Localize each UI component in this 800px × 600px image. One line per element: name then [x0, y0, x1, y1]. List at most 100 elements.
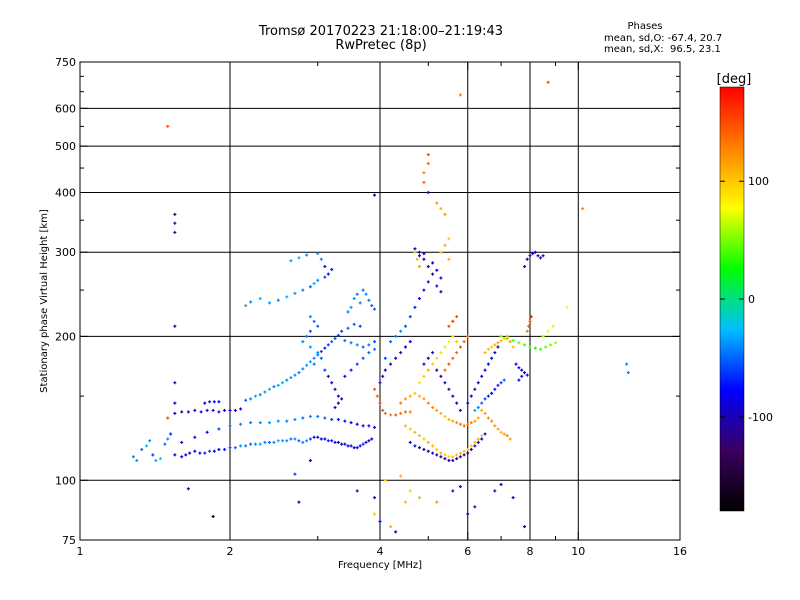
data-point — [316, 252, 320, 256]
data-point — [293, 472, 297, 476]
data-point — [381, 374, 385, 378]
data-point — [451, 334, 455, 338]
data-point — [413, 247, 417, 251]
data-point — [431, 451, 435, 455]
data-point — [551, 324, 555, 328]
data-point — [625, 362, 629, 366]
data-point — [493, 424, 497, 428]
data-point — [173, 453, 177, 457]
data-point — [527, 324, 531, 328]
data-point — [326, 374, 330, 378]
data-point — [486, 416, 490, 420]
data-point — [340, 442, 344, 446]
data-point — [443, 368, 447, 372]
data-point — [455, 340, 459, 344]
data-point — [301, 288, 305, 292]
data-point — [413, 444, 417, 448]
data-point — [305, 253, 309, 257]
data-point — [316, 351, 320, 355]
data-point — [458, 451, 462, 455]
data-point — [281, 381, 285, 385]
data-point — [502, 378, 506, 382]
data-point — [293, 373, 297, 377]
data-point — [435, 500, 439, 504]
data-point — [413, 430, 417, 434]
data-point — [383, 368, 387, 372]
data-point — [323, 416, 327, 420]
data-point — [389, 340, 393, 344]
data-point — [293, 291, 297, 295]
data-point — [520, 368, 524, 372]
data-point — [208, 400, 212, 404]
data-point — [493, 489, 497, 493]
data-point — [483, 432, 487, 436]
data-point — [212, 400, 216, 404]
data-point — [511, 496, 515, 500]
data-point — [422, 437, 426, 441]
data-point — [435, 356, 439, 360]
data-point — [308, 360, 312, 364]
data-point — [439, 276, 443, 280]
data-point — [496, 345, 500, 349]
data-point — [528, 254, 532, 258]
data-point — [188, 451, 192, 455]
data-point — [198, 451, 202, 455]
data-point — [431, 272, 435, 276]
data-point — [458, 93, 462, 97]
data-point — [520, 374, 524, 378]
data-point — [355, 422, 359, 426]
data-point — [473, 387, 477, 391]
data-point — [239, 422, 243, 426]
data-point — [217, 400, 221, 404]
data-point — [193, 408, 197, 412]
data-point — [458, 422, 462, 426]
data-point — [546, 329, 550, 333]
data-point — [228, 408, 232, 412]
data-point — [517, 366, 521, 370]
data-point — [330, 381, 334, 385]
data-point — [486, 347, 490, 351]
data-point — [455, 351, 459, 355]
data-point — [480, 434, 484, 438]
data-point — [378, 381, 382, 385]
data-point — [211, 514, 215, 518]
data-point — [281, 439, 285, 443]
data-point — [383, 411, 387, 415]
data-point — [435, 447, 439, 451]
y-tick-label: 200 — [55, 330, 76, 343]
data-point — [297, 371, 301, 375]
data-point — [447, 455, 451, 459]
data-point — [301, 367, 305, 371]
data-point — [499, 482, 503, 486]
data-point — [490, 345, 494, 349]
data-point — [546, 80, 550, 84]
data-point — [301, 340, 305, 344]
data-point — [525, 257, 529, 261]
data-point — [435, 408, 439, 412]
data-point — [361, 288, 365, 292]
data-point — [544, 345, 548, 349]
data-point — [469, 444, 473, 448]
data-point — [361, 356, 365, 360]
data-point — [373, 347, 377, 351]
data-point — [352, 446, 356, 450]
data-point — [253, 442, 257, 446]
data-point — [523, 265, 527, 269]
data-point — [285, 419, 289, 423]
scatter-points — [131, 80, 630, 534]
data-point — [408, 410, 412, 414]
data-point — [305, 439, 309, 443]
data-point — [403, 424, 407, 428]
chart-title-line2: RwPretec (8p) — [335, 38, 427, 53]
data-point — [417, 394, 421, 398]
data-point — [293, 418, 297, 422]
data-point — [383, 478, 387, 482]
data-point — [451, 319, 455, 323]
data-point — [483, 411, 487, 415]
data-point — [373, 387, 377, 391]
data-point — [135, 458, 139, 462]
data-point — [184, 453, 188, 457]
data-point — [473, 440, 477, 444]
data-point — [258, 393, 262, 397]
data-point — [447, 237, 451, 241]
